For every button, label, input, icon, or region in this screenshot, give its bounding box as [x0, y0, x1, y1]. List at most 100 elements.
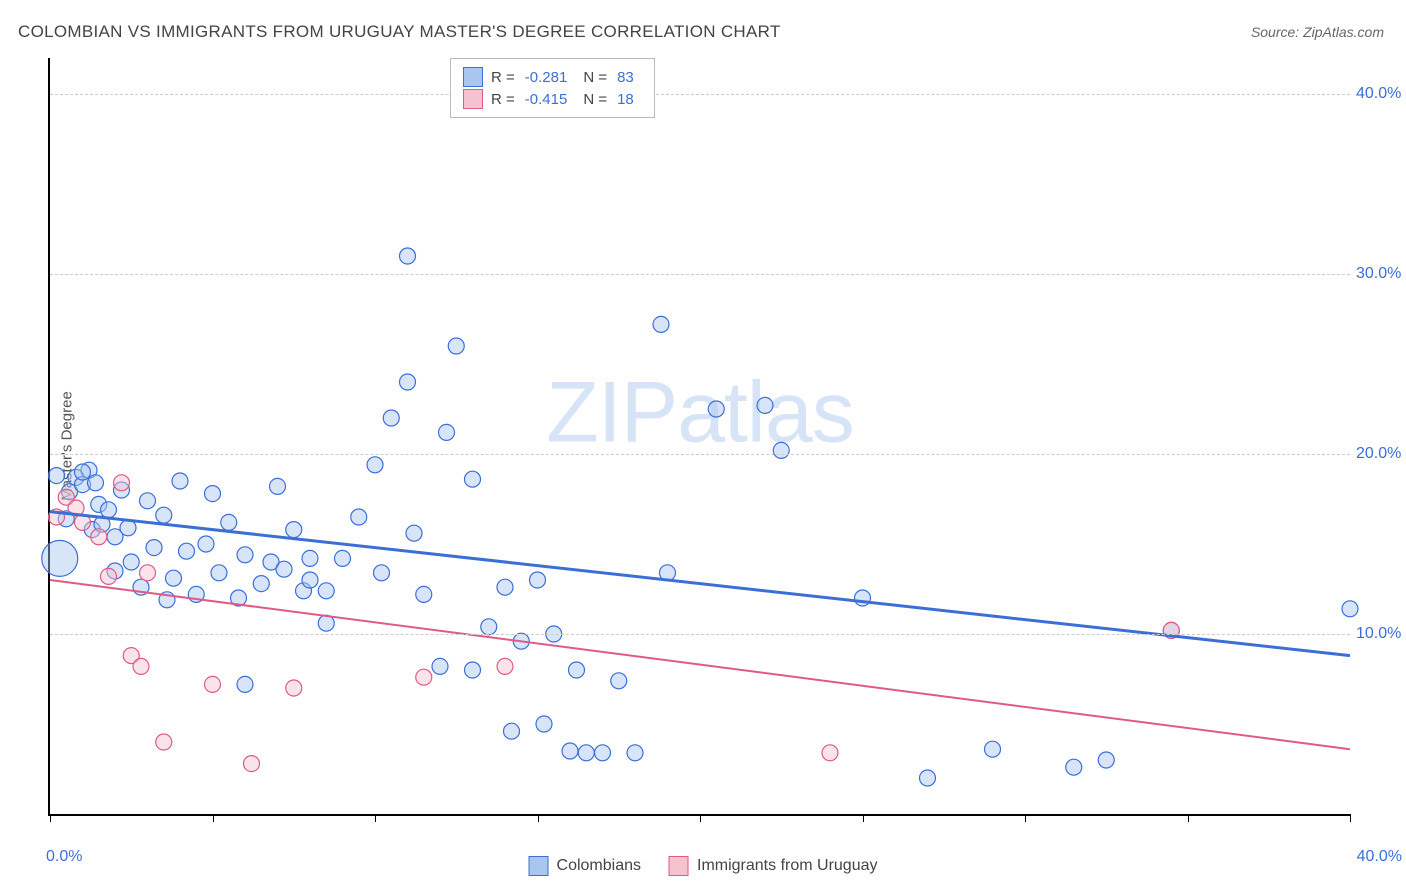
legend-item-uruguay: Immigrants from Uruguay — [669, 856, 878, 876]
data-point — [536, 716, 552, 732]
data-point — [367, 457, 383, 473]
data-point — [465, 662, 481, 678]
data-point — [198, 536, 214, 552]
r-label: R = — [491, 91, 515, 108]
data-point — [374, 565, 390, 581]
data-point — [351, 509, 367, 525]
data-point — [253, 576, 269, 592]
data-point — [653, 316, 669, 332]
y-tick-label: 10.0% — [1356, 625, 1406, 643]
swatch-pink-icon — [463, 89, 483, 109]
x-tick — [213, 814, 214, 822]
x-tick-min: 0.0% — [46, 848, 82, 866]
source-caption: Source: ZipAtlas.com — [1251, 24, 1384, 40]
data-point — [91, 529, 107, 545]
legend-item-colombians: Colombians — [529, 856, 641, 876]
r-value-uruguay: -0.415 — [525, 91, 568, 108]
data-point — [302, 572, 318, 588]
data-point — [1098, 752, 1114, 768]
data-point — [1066, 759, 1082, 775]
data-point — [757, 397, 773, 413]
data-point — [101, 568, 117, 584]
gridline — [50, 454, 1350, 455]
correlation-legend: R = -0.281 N = 83 R = -0.415 N = 18 — [450, 58, 655, 118]
data-point — [985, 741, 1001, 757]
data-point — [448, 338, 464, 354]
data-point — [156, 507, 172, 523]
plot-area: ZIPatlas 0.0% 40.0% 10.0%20.0%30.0%40.0% — [48, 58, 1350, 816]
legend-label-colombians: Colombians — [557, 857, 641, 875]
data-point — [383, 410, 399, 426]
y-tick-label: 20.0% — [1356, 445, 1406, 463]
data-point — [205, 486, 221, 502]
n-value-uruguay: 18 — [617, 91, 634, 108]
gridline — [50, 274, 1350, 275]
r-value-colombians: -0.281 — [525, 69, 568, 86]
chart-svg — [50, 58, 1350, 814]
x-tick — [538, 814, 539, 822]
data-point — [237, 676, 253, 692]
chart-title: COLOMBIAN VS IMMIGRANTS FROM URUGUAY MAS… — [18, 22, 781, 42]
data-point — [286, 522, 302, 538]
data-point — [773, 442, 789, 458]
data-point — [504, 723, 520, 739]
data-point — [465, 471, 481, 487]
data-point — [400, 248, 416, 264]
data-point — [276, 561, 292, 577]
data-point — [627, 745, 643, 761]
data-point — [286, 680, 302, 696]
n-value-colombians: 83 — [617, 69, 634, 86]
y-tick-label: 40.0% — [1356, 85, 1406, 103]
data-point — [400, 374, 416, 390]
data-point — [156, 734, 172, 750]
data-point — [88, 475, 104, 491]
data-point — [432, 658, 448, 674]
x-tick — [50, 814, 51, 822]
data-point — [708, 401, 724, 417]
y-tick-label: 30.0% — [1356, 265, 1406, 283]
data-point — [166, 570, 182, 586]
data-point — [146, 540, 162, 556]
data-point — [140, 565, 156, 581]
data-point — [101, 502, 117, 518]
data-point — [578, 745, 594, 761]
data-point — [406, 525, 422, 541]
data-point — [211, 565, 227, 581]
data-point — [140, 493, 156, 509]
data-point — [497, 579, 513, 595]
data-point — [822, 745, 838, 761]
data-point — [481, 619, 497, 635]
x-tick — [375, 814, 376, 822]
x-tick-max: 40.0% — [1350, 848, 1402, 866]
data-point — [335, 550, 351, 566]
data-point — [497, 658, 513, 674]
swatch-blue-icon — [463, 67, 483, 87]
x-tick — [1025, 814, 1026, 822]
gridline — [50, 94, 1350, 95]
n-label: N = — [583, 91, 607, 108]
trend-line — [50, 580, 1350, 749]
data-point — [179, 543, 195, 559]
legend-label-uruguay: Immigrants from Uruguay — [697, 857, 878, 875]
data-point — [1342, 601, 1358, 617]
data-point — [920, 770, 936, 786]
data-point — [530, 572, 546, 588]
data-point — [133, 658, 149, 674]
data-point — [49, 468, 65, 484]
data-point — [172, 473, 188, 489]
x-tick — [863, 814, 864, 822]
legend-row-colombians: R = -0.281 N = 83 — [463, 67, 642, 87]
data-point — [114, 475, 130, 491]
r-label: R = — [491, 69, 515, 86]
data-point — [221, 514, 237, 530]
data-point — [205, 676, 221, 692]
swatch-blue-icon — [529, 856, 549, 876]
data-point — [595, 745, 611, 761]
data-point — [439, 424, 455, 440]
data-point — [318, 583, 334, 599]
gridline — [50, 634, 1350, 635]
data-point — [611, 673, 627, 689]
n-label: N = — [583, 69, 607, 86]
data-point — [416, 586, 432, 602]
swatch-pink-icon — [669, 856, 689, 876]
